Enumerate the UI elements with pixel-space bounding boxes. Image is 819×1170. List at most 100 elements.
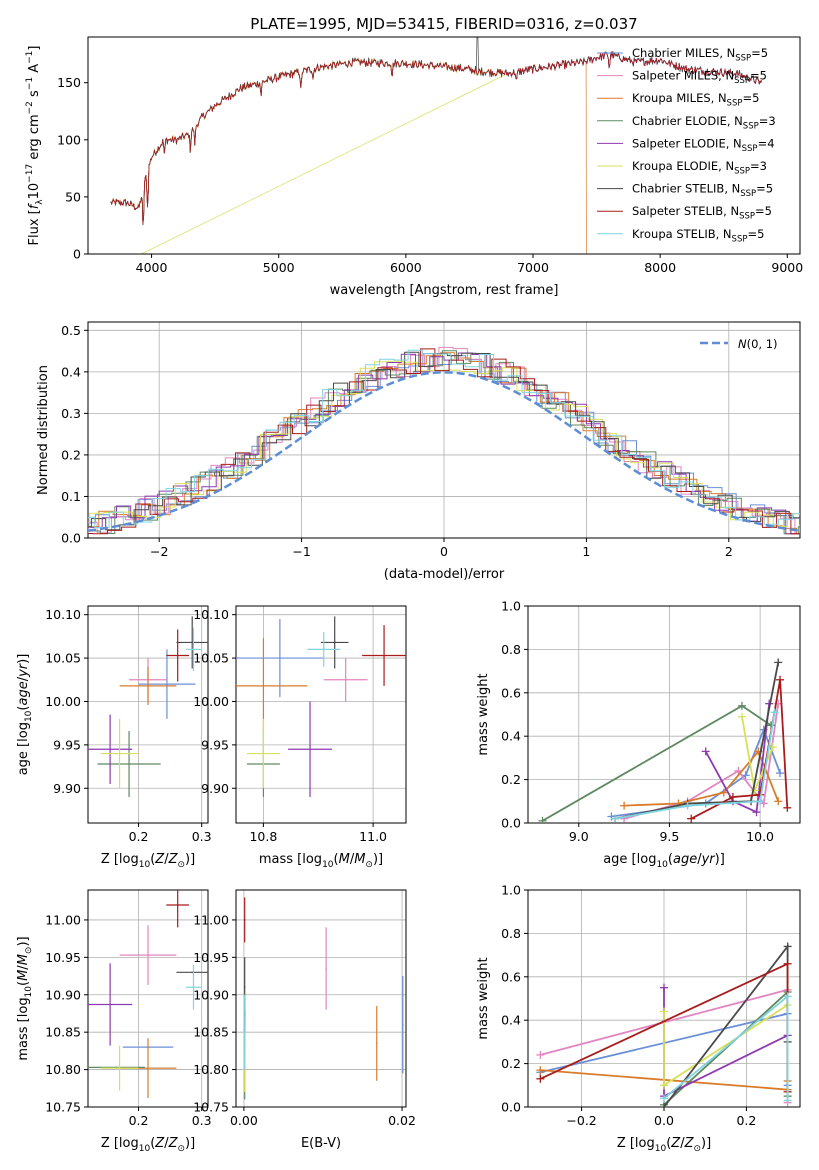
histogram-series (88, 352, 800, 535)
data-point (118, 752, 121, 755)
mass-vs-Z-panel: 0.2 0.3 10.75 10.80 10.85 10.90 10.95 11.00 Z [l… (16, 889, 212, 1154)
data-point (147, 1067, 149, 1069)
y-tick-label: 0.3 (61, 406, 81, 421)
data-point (191, 971, 194, 974)
legend-gaussian-label: N(0, 1) (738, 337, 778, 351)
y-tick-label: 10.10 (45, 607, 81, 622)
x-axis-label: Z [log10(Z/Z⊙)] (101, 852, 195, 870)
weight-series-line (614, 662, 780, 820)
y-tick-label: 10.10 (193, 607, 229, 622)
x-axis-label: wavelength [Angstrom, rest frame] (330, 283, 559, 298)
data-point (109, 1003, 111, 1006)
mass-weight-vs-age-panel: 9.0 9.5 10.0 0.0 0.2 0.4 0.6 0.8 1.0 age [log10(a… (476, 599, 801, 870)
data-point (147, 954, 149, 956)
x-tick-label: 0.3 (192, 1113, 212, 1128)
histogram-series (88, 348, 800, 535)
data-point (118, 1067, 121, 1069)
x-tick-label: 0.0 (654, 1113, 674, 1128)
y-tick-label: 0.8 (501, 642, 521, 657)
data-point (191, 641, 194, 644)
x-tick-label: −0.2 (566, 1113, 596, 1128)
age-vs-mass-panel: 10.8 11.0 9.90 9.95 10.00 10.05 10.10 mass [log… (193, 605, 407, 870)
x-tick-label: 9.5 (659, 829, 679, 844)
gaussian-curve (88, 371, 800, 532)
error-bars (88, 890, 208, 1099)
x-tick-label: 0.2 (129, 829, 149, 844)
error-bars (236, 616, 406, 797)
y-tick-label: 10.75 (193, 1100, 229, 1115)
y-tick-label: 0.0 (61, 531, 81, 546)
spectrum-lines (110, 37, 762, 254)
x-tick-label: 0.2 (736, 1113, 756, 1128)
axes-frame (235, 889, 407, 1108)
data-point (402, 1023, 404, 1026)
y-tick-label: 1.0 (501, 883, 521, 898)
axes-frame (235, 605, 407, 824)
data-point (383, 654, 385, 657)
y-tick-label: 10.90 (193, 987, 229, 1002)
y-tick-label: 9.95 (53, 737, 81, 752)
data-point (243, 919, 246, 921)
residuals-panel: −2 −1 0 1 2 0.0 0.1 0.2 0.3 0.4 0.5 N(0, 1) (data-mo… (36, 321, 801, 582)
spectrum-background (88, 37, 800, 254)
histogram-series (88, 360, 800, 533)
x-tick-label: −2 (150, 544, 168, 559)
y-tick-label: 10.05 (193, 651, 229, 666)
y-tick-label: 10.95 (193, 950, 229, 965)
data-point (192, 648, 195, 651)
y-tick-label: 0.4 (61, 364, 81, 379)
x-tick-label: 0.2 (129, 1113, 149, 1128)
y-tick-label: 50 (65, 189, 81, 204)
x-tick-label: 10.0 (746, 829, 774, 844)
x-tick-label: 1 (582, 544, 590, 559)
x-axis-label: E(B-V) (301, 1136, 341, 1151)
y-tick-label: 0.4 (501, 729, 521, 744)
y-tick-label: 10.80 (193, 1062, 229, 1077)
weight-lines (538, 658, 792, 823)
y-axis-label: mass weight (476, 957, 491, 1039)
data-point (333, 641, 336, 644)
x-tick-label: 5000 (263, 260, 295, 275)
y-tick-label: 9.90 (201, 781, 229, 796)
legend-entry: Kroupa ELODIE, NSSP=3 (632, 159, 767, 177)
data-point (192, 986, 195, 989)
y-tick-label: 10.90 (45, 987, 81, 1002)
data-point (176, 904, 179, 906)
y-tick-label: 0.6 (501, 969, 521, 984)
spectrum-panel: 4000 5000 6000 7000 8000 9000 0 50 100 150 wavelen… (25, 36, 803, 298)
data-point (109, 748, 111, 751)
legend-entry: Salpeter ELODIE, NSSP=4 (632, 136, 775, 154)
x-axis-label: Z [log10(Z/Z⊙)] (617, 1136, 711, 1154)
legend-entry: Salpeter STELIB, NSSP=5 (632, 204, 772, 222)
weight-series-line (614, 712, 776, 820)
y-tick-label: 10.95 (45, 950, 81, 965)
data-point (375, 1042, 378, 1045)
y-tick-label: 9.90 (53, 781, 81, 796)
y-tick-label: 10.85 (45, 1025, 81, 1040)
y-axis-label: Normed distribution (36, 365, 51, 495)
figure-title: PLATE=1995, MJD=53415, FIBERID=0316, z=0… (250, 15, 637, 33)
weight-series-line (704, 703, 771, 814)
panels: 4000 5000 6000 7000 8000 9000 0 50 100 150 wavelen… (16, 36, 803, 1154)
x-tick-label: 9000 (771, 260, 803, 275)
error-bars (243, 897, 404, 1100)
x-axis-label: mass [log10(M/M⊙)] (259, 852, 383, 870)
data-point (128, 763, 130, 765)
legend-entry: Kroupa MILES, NSSP=5 (632, 91, 759, 109)
data-point (344, 678, 347, 681)
legend: Chabrier MILES, NSSP=5 Salpeter MILES, NS… (597, 46, 776, 244)
x-tick-label: 7000 (517, 260, 549, 275)
x-tick-label: 0.02 (388, 1113, 416, 1128)
x-tick-label: −1 (292, 544, 310, 559)
y-axis-label: age [log10(age/yr)] (16, 654, 34, 776)
x-tick-label: 0.3 (192, 829, 212, 844)
axes-frame (527, 605, 801, 824)
y-tick-label: 0.8 (501, 926, 521, 941)
data-point (147, 685, 149, 687)
axes-frame (87, 889, 209, 1108)
data-point (262, 685, 265, 687)
y-tick-label: 100 (57, 132, 81, 147)
y-tick-label: 10.05 (45, 651, 81, 666)
x-tick-label: 2 (725, 544, 733, 559)
